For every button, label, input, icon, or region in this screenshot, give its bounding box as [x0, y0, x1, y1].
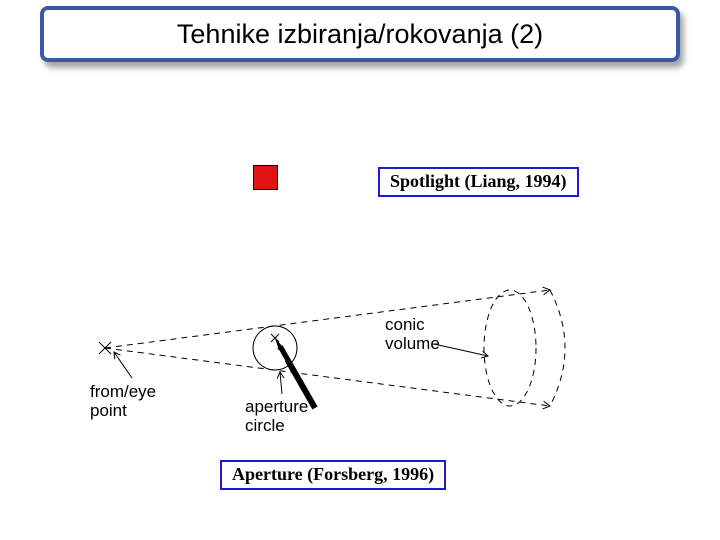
diagram-label-aperture: aperturecircle — [245, 398, 308, 435]
title-bar: Tehnike izbiranja/rokovanja (2) — [40, 6, 680, 62]
aperture-label: Aperture (Forsberg, 1996) — [220, 460, 446, 490]
slide-title: Tehnike izbiranja/rokovanja (2) — [177, 19, 543, 50]
spotlight-label: Spotlight (Liang, 1994) — [378, 167, 579, 197]
slide: Tehnike izbiranja/rokovanja (2) Spotligh… — [0, 0, 720, 540]
diagram-label-from-eye: from/eyepoint — [90, 383, 156, 420]
diagram-label-conic: conicvolume — [385, 316, 440, 353]
red-square-icon — [253, 165, 278, 190]
aperture-svg — [90, 278, 590, 448]
aperture-diagram: from/eyepoint aperturecircle conicvolume — [90, 278, 590, 448]
